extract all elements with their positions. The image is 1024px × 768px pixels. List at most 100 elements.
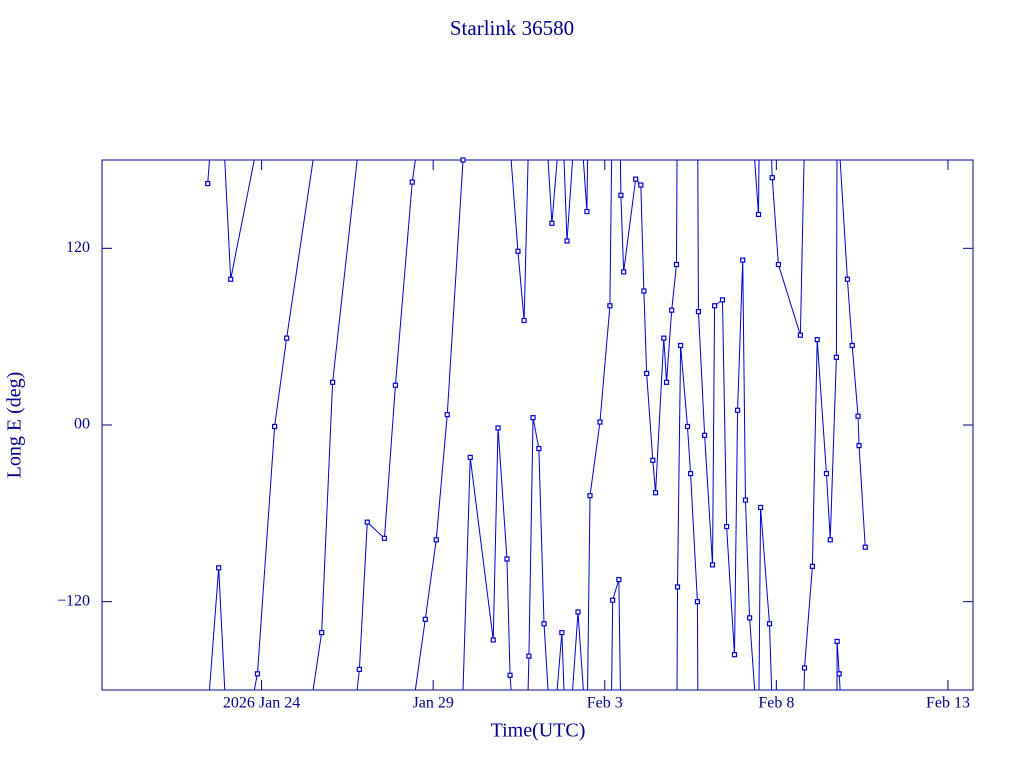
marker bbox=[742, 497, 749, 503]
line-segment bbox=[690, 473, 698, 602]
marker bbox=[272, 423, 278, 430]
line-segment bbox=[589, 421, 601, 496]
marker bbox=[695, 309, 702, 315]
line-segment bbox=[599, 305, 611, 423]
marker bbox=[610, 597, 616, 603]
marker bbox=[827, 537, 833, 543]
marker bbox=[709, 562, 716, 568]
y-tick-label: 00 bbox=[74, 416, 90, 433]
marker bbox=[205, 180, 211, 187]
marker bbox=[364, 519, 370, 525]
line-segment bbox=[411, 159, 426, 691]
line-segment bbox=[816, 339, 827, 474]
marker bbox=[575, 609, 581, 615]
line-segment bbox=[680, 345, 688, 427]
line-segment bbox=[851, 345, 859, 417]
marker bbox=[673, 261, 680, 268]
marker bbox=[541, 621, 547, 627]
line-segment bbox=[424, 539, 437, 620]
marker bbox=[319, 629, 325, 636]
line-segment bbox=[744, 500, 751, 618]
marker bbox=[444, 412, 450, 418]
line-segment bbox=[655, 338, 665, 493]
line-segment bbox=[286, 159, 323, 691]
marker bbox=[526, 653, 532, 659]
marker bbox=[663, 379, 670, 385]
line-segment bbox=[799, 159, 805, 691]
line-segment bbox=[803, 566, 813, 668]
line-segment bbox=[835, 159, 838, 691]
marker bbox=[797, 332, 803, 338]
marker bbox=[504, 556, 510, 562]
line-segment bbox=[256, 426, 276, 674]
line-segment bbox=[577, 159, 588, 691]
line-segment bbox=[721, 299, 728, 527]
line-segment bbox=[566, 159, 579, 691]
x-tick-label: Jan 29 bbox=[413, 695, 454, 712]
line-segment bbox=[435, 414, 448, 540]
marker bbox=[844, 276, 850, 282]
line-segment bbox=[760, 507, 770, 624]
line-segment bbox=[543, 159, 553, 691]
line-segment bbox=[811, 339, 818, 567]
marker bbox=[674, 584, 681, 590]
marker bbox=[855, 413, 861, 419]
line-segment bbox=[366, 521, 385, 539]
marker bbox=[616, 576, 622, 583]
marker bbox=[652, 490, 659, 496]
line-segment bbox=[663, 338, 668, 383]
marker bbox=[564, 238, 570, 244]
marker bbox=[769, 175, 775, 181]
marker bbox=[392, 382, 399, 388]
marker bbox=[856, 443, 862, 449]
marker bbox=[644, 370, 650, 377]
marker bbox=[254, 671, 261, 677]
x-axis-label: Time(UTC) bbox=[491, 720, 586, 742]
marker bbox=[460, 157, 466, 163]
marker bbox=[823, 470, 830, 477]
line-segment bbox=[733, 410, 739, 655]
marker bbox=[549, 220, 555, 226]
line-segment bbox=[509, 159, 519, 691]
line-segment bbox=[586, 159, 591, 691]
marker bbox=[495, 425, 501, 431]
line-segment bbox=[858, 445, 866, 548]
line-segment bbox=[696, 159, 699, 691]
marker bbox=[618, 192, 624, 198]
line-segment bbox=[394, 182, 413, 386]
marker bbox=[515, 248, 521, 254]
x-tick-label: Feb 3 bbox=[587, 695, 623, 712]
line-segment bbox=[671, 264, 677, 311]
marker bbox=[521, 317, 527, 324]
line-segment bbox=[704, 435, 714, 565]
line-segment bbox=[836, 641, 840, 674]
marker bbox=[409, 179, 415, 185]
marker bbox=[536, 445, 542, 452]
line-segment bbox=[675, 159, 679, 691]
line-segment bbox=[838, 159, 848, 691]
line-segment bbox=[517, 251, 525, 321]
marker bbox=[834, 638, 840, 645]
marker bbox=[734, 407, 741, 413]
line-segment bbox=[737, 260, 744, 411]
line-segment bbox=[358, 522, 368, 670]
line-segment bbox=[846, 279, 853, 346]
line-segment bbox=[712, 305, 716, 565]
marker bbox=[814, 337, 820, 343]
x-tick-label: Feb 13 bbox=[926, 695, 970, 712]
line-segment bbox=[749, 159, 760, 691]
line-segment bbox=[332, 159, 360, 691]
line-segment bbox=[829, 357, 837, 540]
marker bbox=[746, 615, 753, 621]
line-segment bbox=[646, 373, 654, 461]
line-segment bbox=[623, 179, 637, 272]
line-segment bbox=[551, 159, 563, 691]
marker bbox=[597, 419, 603, 425]
line-segment bbox=[620, 195, 625, 272]
line-segment bbox=[643, 291, 648, 374]
marker bbox=[836, 671, 842, 677]
marker bbox=[559, 629, 565, 636]
marker bbox=[650, 457, 656, 463]
line-segment bbox=[383, 385, 396, 539]
marker bbox=[678, 342, 684, 349]
